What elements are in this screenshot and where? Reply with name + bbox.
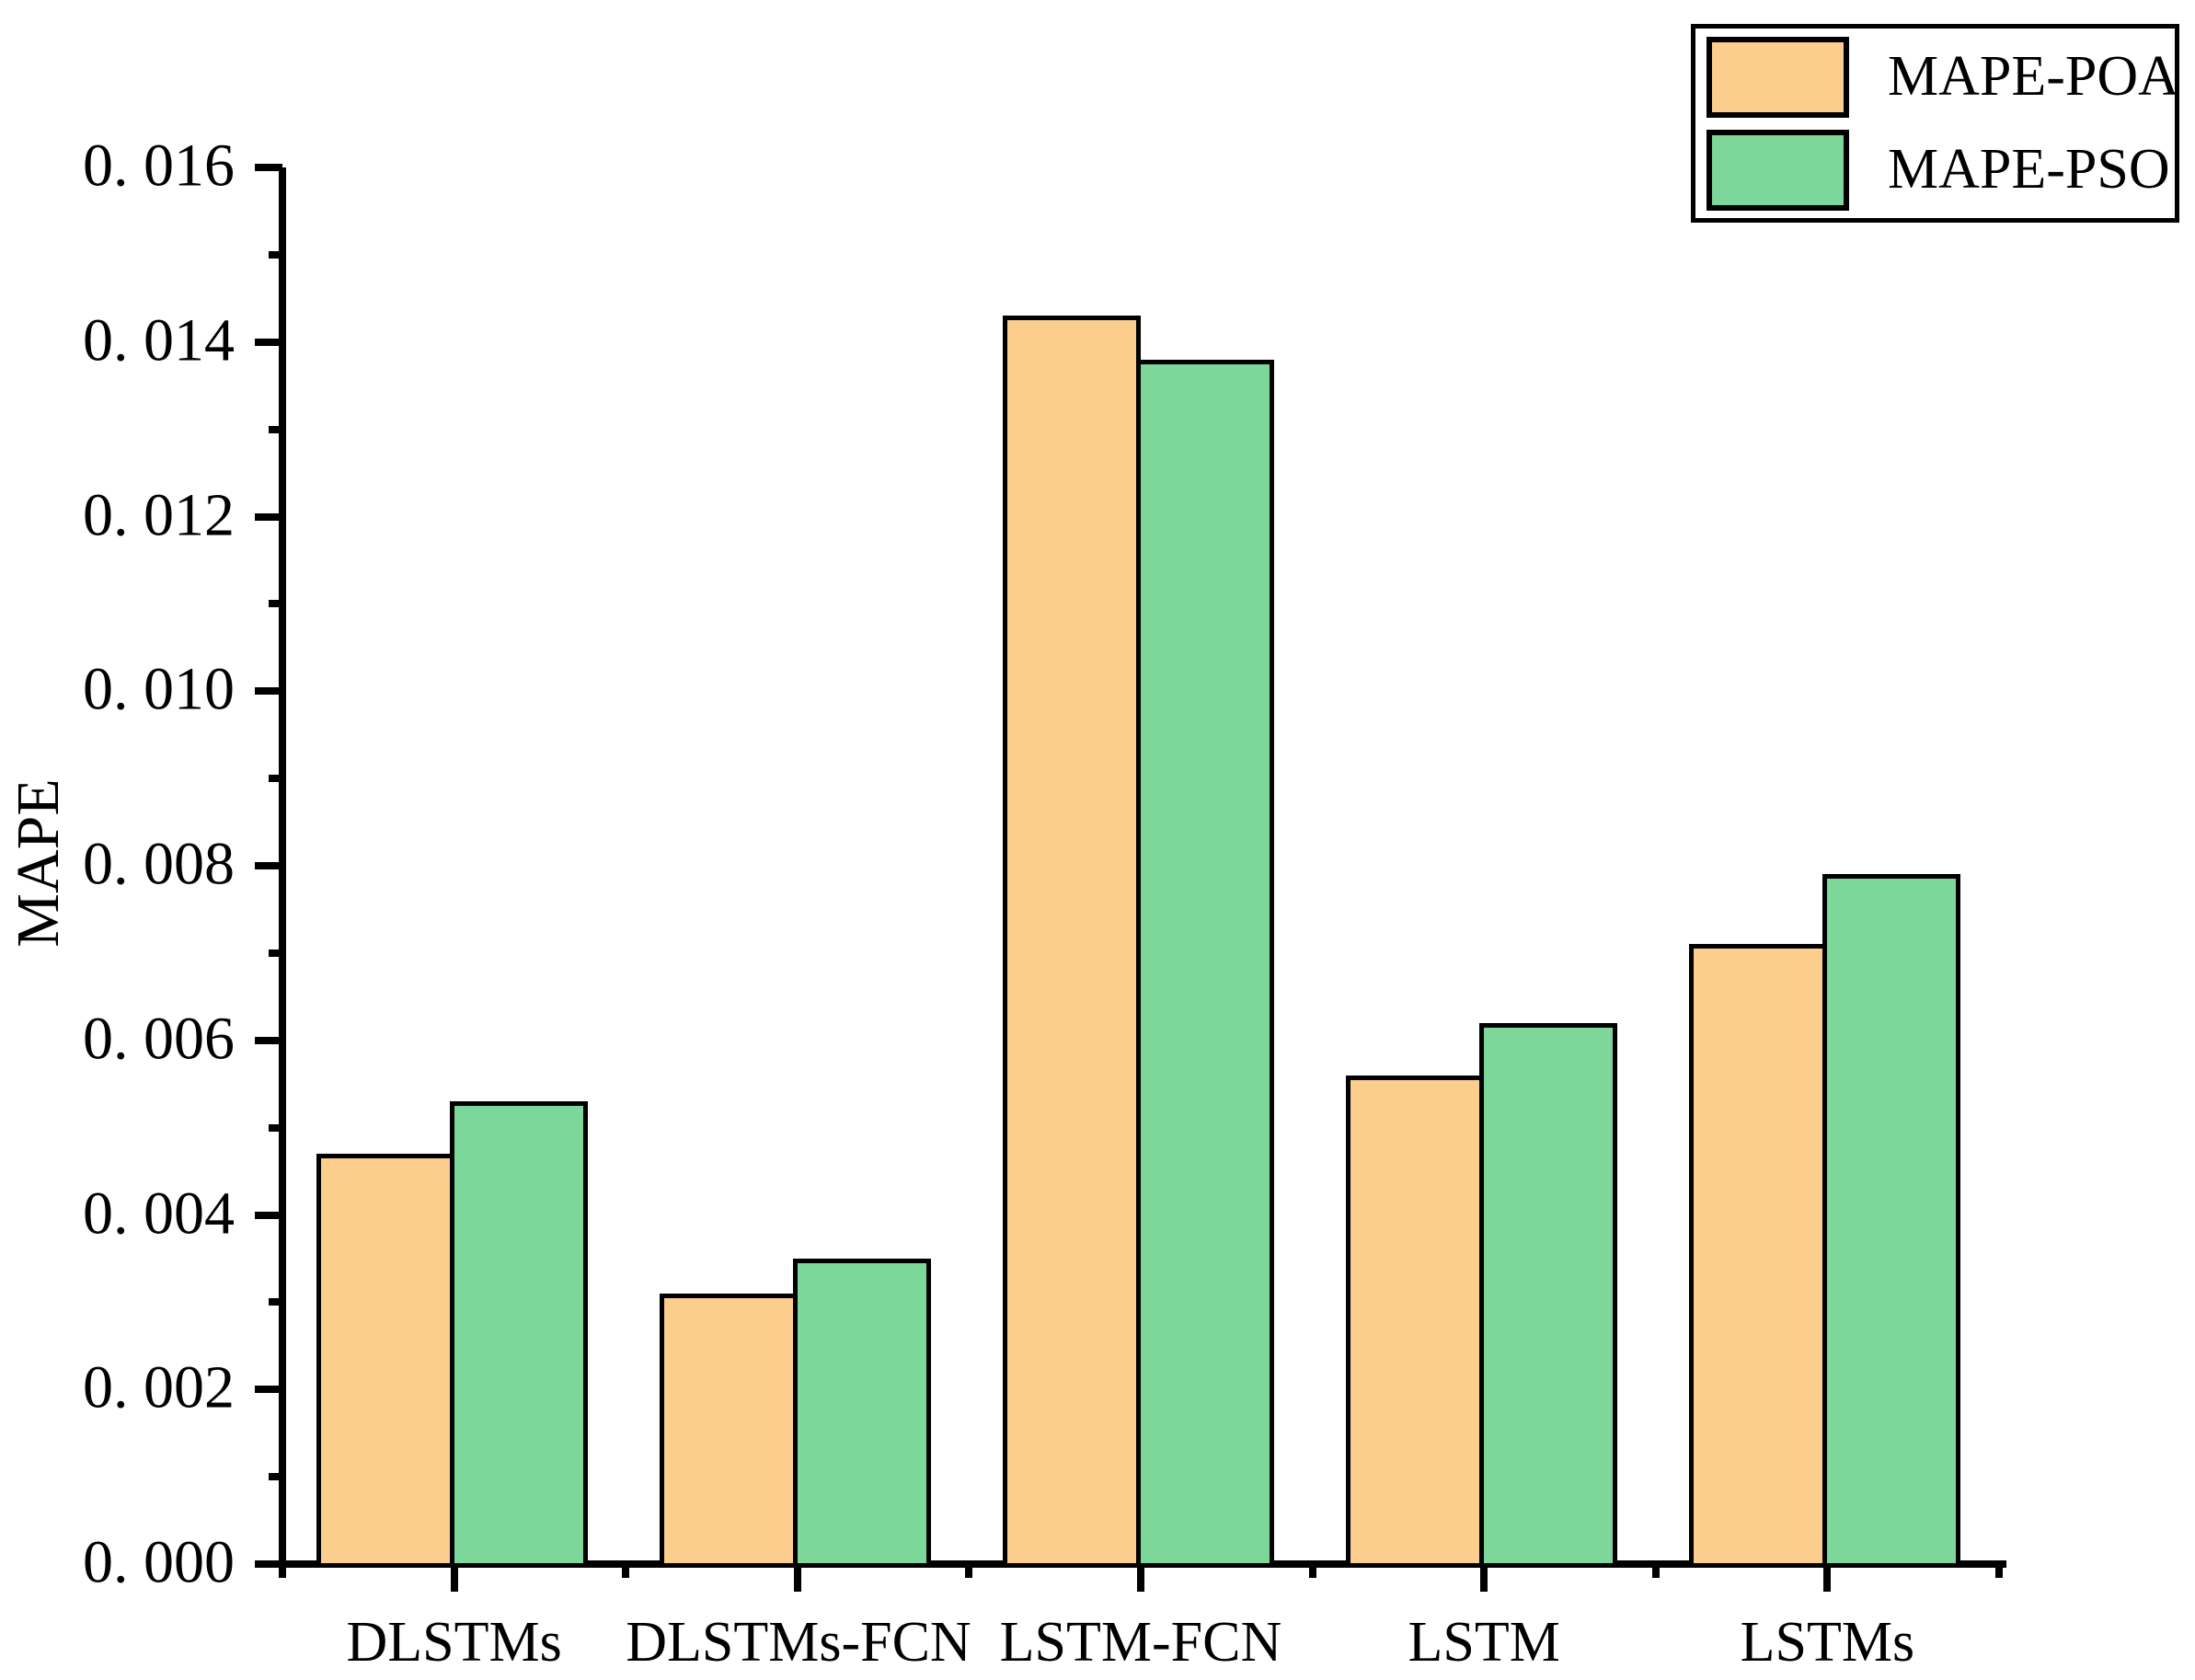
y-minor-tick bbox=[269, 425, 282, 433]
y-minor-tick bbox=[269, 1123, 282, 1132]
bar-mape-poa bbox=[1689, 944, 1828, 1568]
legend: MAPE-POA MAPE-PSO bbox=[1691, 24, 2179, 223]
x-minor-tick bbox=[622, 1564, 630, 1578]
bar-mape-pso bbox=[449, 1101, 588, 1568]
y-major-tick bbox=[255, 1386, 282, 1394]
y-major-tick bbox=[255, 338, 282, 346]
legend-label: MAPE-PSO bbox=[1888, 138, 2170, 201]
y-tick-label: 0. 000 bbox=[83, 1528, 235, 1596]
legend-swatch-icon bbox=[1707, 129, 1849, 211]
bar-mape-poa bbox=[659, 1293, 798, 1568]
legend-swatch-icon bbox=[1707, 36, 1849, 118]
bar-mape-poa bbox=[316, 1154, 454, 1568]
y-major-tick bbox=[255, 512, 282, 521]
y-tick-label: 0. 002 bbox=[83, 1353, 235, 1421]
bar-mape-pso bbox=[1479, 1022, 1618, 1568]
y-minor-tick bbox=[269, 775, 282, 783]
y-minor-tick bbox=[269, 1298, 282, 1306]
y-tick-label: 0. 012 bbox=[83, 480, 235, 548]
x-major-tick bbox=[793, 1564, 801, 1592]
bar-mape-poa bbox=[1346, 1075, 1485, 1568]
y-major-tick bbox=[255, 687, 282, 696]
y-tick-label: 0. 010 bbox=[83, 655, 235, 723]
bar-mape-pso bbox=[1136, 359, 1274, 1568]
y-tick-label: 0. 014 bbox=[83, 306, 235, 374]
y-major-tick bbox=[255, 862, 282, 869]
y-major-tick bbox=[255, 1560, 282, 1568]
y-axis-title: MAPE bbox=[5, 778, 72, 948]
x-minor-tick bbox=[1308, 1564, 1316, 1578]
y-minor-tick bbox=[269, 600, 282, 608]
x-major-tick bbox=[1823, 1564, 1832, 1592]
y-minor-tick bbox=[269, 1473, 282, 1481]
y-tick-label: 0. 004 bbox=[83, 1179, 235, 1247]
y-tick-label: 0. 016 bbox=[83, 132, 235, 200]
x-tick-label: LSTM bbox=[1408, 1611, 1560, 1674]
x-minor-tick bbox=[1651, 1564, 1660, 1578]
y-minor-tick bbox=[269, 250, 282, 259]
x-major-tick bbox=[1480, 1564, 1488, 1592]
y-axis-line bbox=[279, 167, 286, 1577]
x-minor-tick bbox=[279, 1564, 286, 1578]
x-minor-tick bbox=[1995, 1564, 2003, 1578]
bar-mape-poa bbox=[1003, 316, 1141, 1568]
y-tick-label: 0. 006 bbox=[83, 1005, 235, 1073]
legend-item: MAPE-POA bbox=[1707, 30, 2179, 123]
legend-label: MAPE-POA bbox=[1888, 45, 2179, 108]
x-tick-label: DLSTMs-FCN bbox=[626, 1611, 971, 1674]
x-tick-label: LSTMs bbox=[1740, 1611, 1915, 1674]
x-tick-label: DLSTMs bbox=[346, 1611, 562, 1674]
x-minor-tick bbox=[965, 1564, 973, 1578]
y-tick-label: 0. 008 bbox=[83, 830, 235, 898]
y-major-tick bbox=[255, 1211, 282, 1219]
x-major-tick bbox=[450, 1564, 458, 1592]
x-tick-label: LSTM-FCN bbox=[999, 1611, 1282, 1674]
x-major-tick bbox=[1137, 1564, 1144, 1592]
y-major-tick bbox=[255, 164, 282, 171]
y-minor-tick bbox=[269, 949, 282, 957]
bar-mape-pso bbox=[1822, 874, 1961, 1568]
legend-item: MAPE-PSO bbox=[1707, 123, 2175, 216]
y-major-tick bbox=[255, 1036, 282, 1044]
bar-mape-pso bbox=[792, 1258, 931, 1568]
